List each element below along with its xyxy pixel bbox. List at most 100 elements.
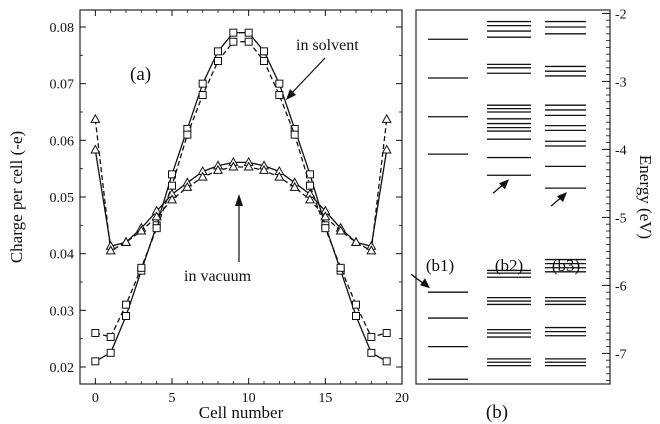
y-tick-label: 0.06 <box>50 134 75 149</box>
square-marker <box>352 312 360 320</box>
triangle-marker <box>335 225 346 235</box>
square-marker <box>306 181 314 190</box>
energy-tick-label: -3 <box>615 75 627 90</box>
square-marker <box>260 47 268 56</box>
square-marker <box>122 300 130 309</box>
y-tick-label: 0.07 <box>50 78 75 93</box>
arrow-in-solvent <box>286 57 326 100</box>
column-label: (b3) <box>552 256 580 275</box>
series-2-triangle-solid <box>90 144 392 250</box>
panel-b-label: (b) <box>486 402 508 423</box>
triangle-marker <box>381 144 392 154</box>
triangle-marker <box>289 181 300 191</box>
square-marker <box>275 79 284 88</box>
triangle-marker <box>258 164 270 174</box>
triangle-marker <box>105 245 116 255</box>
y-tick-label: 0.04 <box>50 248 75 263</box>
square-marker <box>336 263 345 272</box>
panel-b-chart: -2 -3 -4 -5 -6 -7 (b1) (b2) (b3) Energy (eV) (b… <box>410 7 655 423</box>
triangle-marker <box>90 144 101 154</box>
square-marker <box>183 130 192 139</box>
triangle-marker <box>182 181 193 191</box>
square-marker <box>91 329 100 337</box>
y-tick-label: 0.05 <box>50 191 75 206</box>
square-marker <box>214 47 222 56</box>
annotation-in-solvent: in solvent <box>296 37 359 54</box>
triangle-marker <box>243 161 254 171</box>
panel-a-frame <box>79 9 403 385</box>
energy-axis-label: Energy (eV) <box>636 155 655 239</box>
triangle-marker <box>166 194 178 204</box>
series-line <box>94 32 388 362</box>
triangle-marker <box>350 236 362 246</box>
series-line <box>94 149 388 248</box>
square-marker <box>244 37 253 46</box>
y-tick-label: 0.03 <box>50 304 75 319</box>
square-marker <box>382 329 391 337</box>
energy-tick-label: -7 <box>615 347 627 362</box>
energy-tick-label: -2 <box>615 7 627 22</box>
panel-a-chart: 0 5 10 15 20 0.02 0.03 0.04 0.05 0.06 0.07 0.08 (a)… <box>7 9 409 422</box>
x-tick-label: 5 <box>169 391 176 406</box>
level-column-1: (b2) <box>487 20 531 367</box>
square-marker <box>367 348 376 357</box>
triangle-marker <box>274 171 285 181</box>
y-tick-label: 0.02 <box>50 361 75 376</box>
square-marker <box>198 91 207 99</box>
square-marker <box>198 79 207 88</box>
level-arrow <box>410 273 430 289</box>
triangle-marker <box>304 194 316 204</box>
y-axis-label: Charge per cell (-e) <box>7 131 26 263</box>
square-marker <box>367 332 376 341</box>
column-label: (b1) <box>426 256 454 275</box>
square-marker <box>122 312 130 320</box>
square-marker <box>168 170 176 179</box>
column-label: (b2) <box>495 256 523 275</box>
triangle-marker <box>197 171 208 181</box>
x-axis-label: Cell number <box>199 403 284 422</box>
square-marker <box>91 357 100 366</box>
square-marker <box>321 224 330 233</box>
square-marker <box>352 300 360 309</box>
square-marker <box>290 130 299 139</box>
arrow-in-vacuum <box>235 194 243 262</box>
square-marker <box>106 332 115 341</box>
square-marker <box>244 28 253 37</box>
energy-tick-label: -5 <box>615 211 627 226</box>
square-marker <box>137 263 146 272</box>
series-3-triangle-dashed <box>90 113 392 255</box>
series-1-square-dashed <box>91 37 391 341</box>
square-marker <box>229 28 238 37</box>
triangle-marker <box>136 225 147 235</box>
energy-tick-label: -4 <box>615 143 627 158</box>
x-tick-label: 0 <box>92 391 99 406</box>
y-tick-label: 0.08 <box>50 21 75 36</box>
panel-a-label: (a) <box>130 64 151 85</box>
triangle-marker <box>212 164 224 174</box>
level-arrow <box>550 192 567 207</box>
series-line <box>95 41 387 338</box>
triangle-marker <box>366 245 377 255</box>
triangle-marker <box>151 211 162 221</box>
square-marker <box>214 57 222 65</box>
x-tick-label: 20 <box>395 391 409 406</box>
x-tick-label: 10 <box>242 391 256 406</box>
triangle-marker <box>381 113 392 123</box>
square-marker <box>168 181 176 190</box>
triangle-marker <box>120 236 132 246</box>
level-column-2: (b3) <box>545 20 586 367</box>
x-tick-label: 15 <box>318 391 332 406</box>
energy-tick-label: -6 <box>615 279 627 294</box>
triangle-marker <box>90 113 101 123</box>
square-marker <box>106 348 115 357</box>
annotation-in-vacuum: in vacuum <box>184 268 252 285</box>
square-marker <box>229 37 238 46</box>
square-marker <box>382 357 391 366</box>
square-marker <box>260 57 268 65</box>
level-arrow <box>492 179 509 194</box>
series-line <box>94 119 388 252</box>
triangle-marker <box>320 211 331 221</box>
level-column-0: (b1) <box>410 38 468 380</box>
square-marker <box>275 91 284 99</box>
